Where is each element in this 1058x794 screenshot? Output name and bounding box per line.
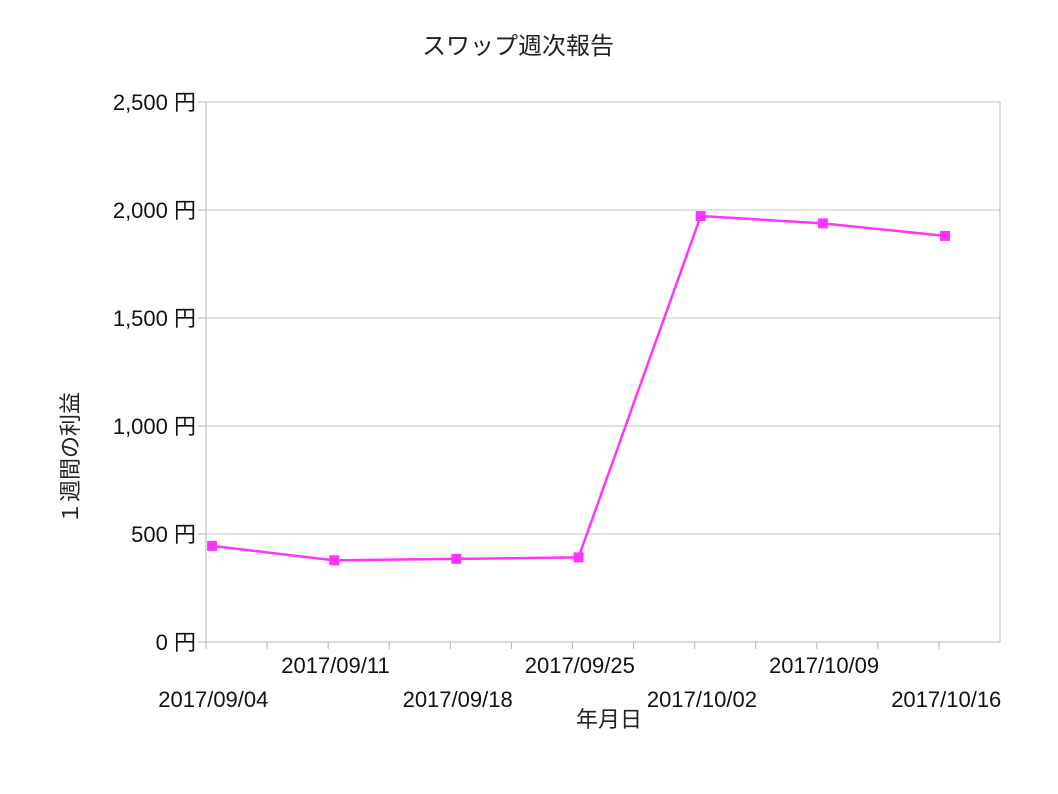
- data-point: [573, 552, 584, 563]
- data-point: [451, 553, 462, 564]
- y-tick-label: 1,000 円: [113, 414, 196, 439]
- y-tick-label: 500 円: [131, 522, 196, 547]
- y-axis: 0 円 500 円 1,000 円 1,500 円 2,000 円 2,500 円: [113, 90, 206, 655]
- data-point: [329, 555, 340, 566]
- x-tick-label: 2017/10/02: [647, 687, 757, 712]
- grid: [206, 101, 1000, 535]
- plot-border: [205, 101, 1001, 643]
- y-axis-label: １週間の利益: [59, 392, 84, 524]
- y-tick-label: 1,500 円: [113, 306, 196, 331]
- x-tick-label: 2017/09/11: [281, 653, 389, 678]
- y-tick-label: 2,000 円: [113, 198, 196, 223]
- x-tick-label: 2017/09/25: [525, 653, 635, 678]
- data-point: [817, 218, 828, 229]
- data-point: [207, 540, 218, 551]
- chart-title: スワップ週次報告: [422, 32, 614, 60]
- x-tick-label: 2017/09/18: [403, 687, 513, 712]
- x-axis-label: 年月日: [576, 708, 642, 733]
- x-tick-label: 2017/10/09: [769, 653, 879, 678]
- series: [207, 211, 951, 566]
- x-tick-label: 2017/09/04: [158, 687, 268, 712]
- y-tick-label: 2,500 円: [113, 90, 196, 115]
- plot-area: [205, 101, 1001, 643]
- series-line: [211, 214, 946, 562]
- x-tick-label: 2017/10/16: [891, 687, 1001, 712]
- data-point: [695, 211, 706, 222]
- data-point: [940, 230, 951, 241]
- y-tick-label: 0 円: [156, 630, 196, 655]
- x-axis: 2017/09/04 2017/09/11 2017/09/18 2017/09/25…: [158, 642, 1001, 712]
